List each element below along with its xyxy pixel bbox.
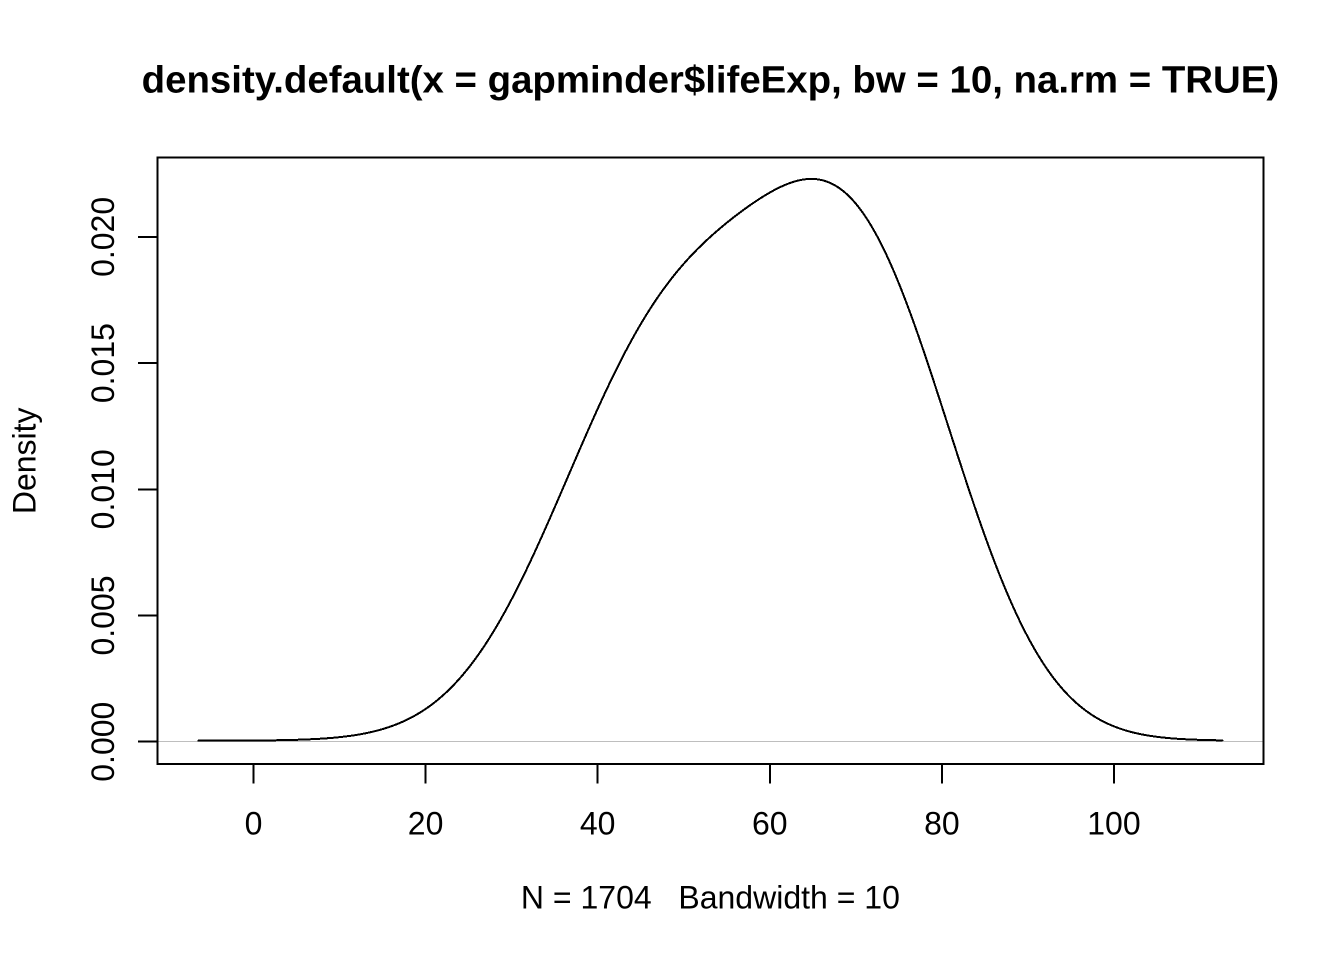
svg-text:0.010: 0.010: [85, 449, 121, 529]
svg-text:0.020: 0.020: [85, 197, 121, 277]
svg-text:Density: Density: [7, 407, 43, 514]
svg-text:40: 40: [580, 806, 616, 842]
svg-text:0.005: 0.005: [85, 575, 121, 655]
svg-text:N = 1704 Bandwidth = 10: N = 1704 Bandwidth = 10: [521, 880, 900, 916]
svg-text:100: 100: [1087, 806, 1140, 842]
svg-text:0.015: 0.015: [85, 323, 121, 403]
svg-text:80: 80: [924, 806, 960, 842]
svg-text:0.000: 0.000: [85, 702, 121, 782]
svg-text:density.default(x = gapminder$: density.default(x = gapminder$lifeExp, b…: [142, 58, 1279, 101]
svg-text:20: 20: [408, 806, 444, 842]
svg-text:0: 0: [245, 806, 263, 842]
svg-text:60: 60: [752, 806, 788, 842]
